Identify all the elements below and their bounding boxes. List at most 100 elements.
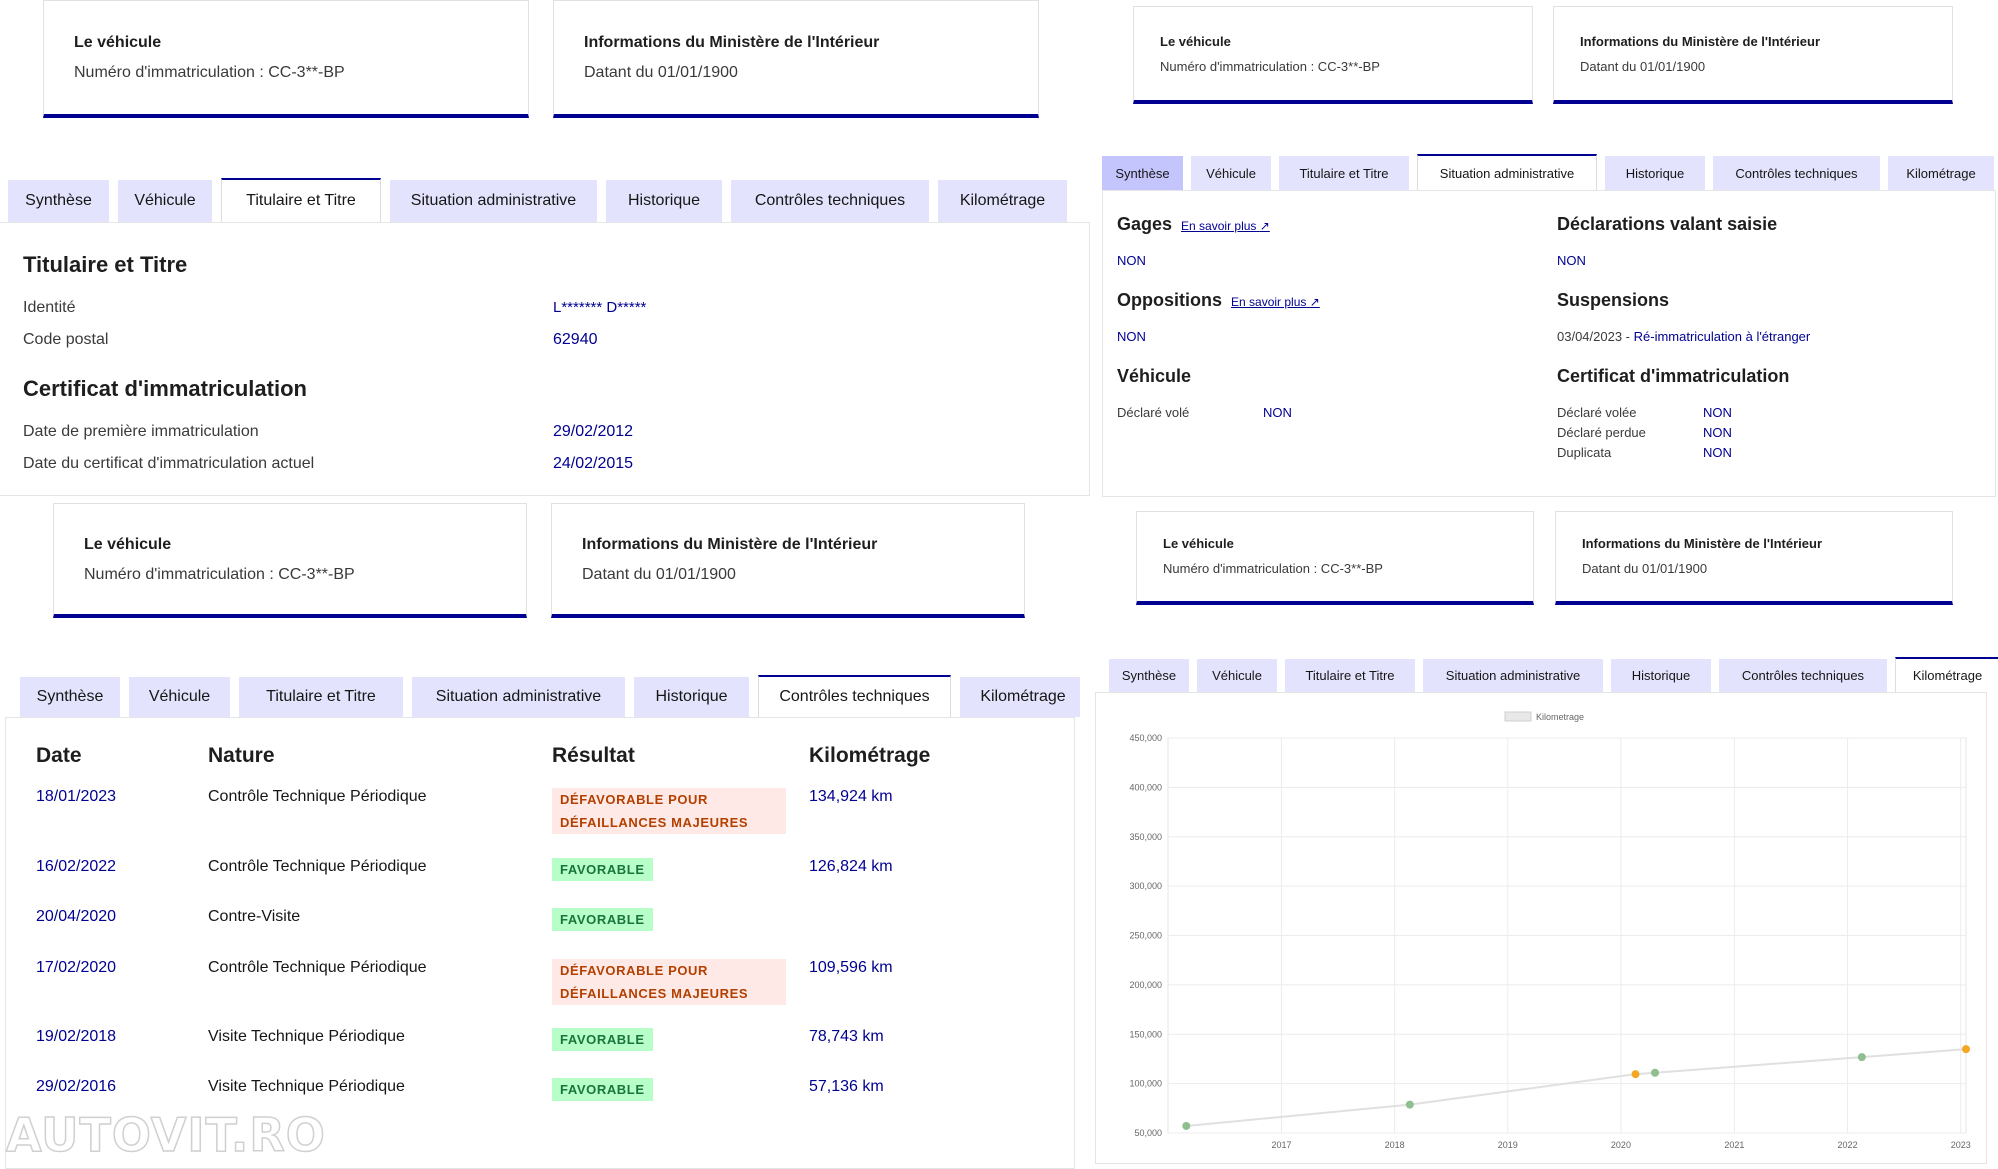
link-label: En savoir plus xyxy=(1181,219,1257,233)
panel-situation: Le véhicule Numéro d'immatriculation : C… xyxy=(1102,0,1998,497)
mileage-chart: 50,000 100,000 150,000 200,000 250,000 300,00… xyxy=(1129,711,1971,1150)
identity-label: Identité xyxy=(23,299,76,316)
row-date: 17/02/2020 xyxy=(36,959,117,976)
duplicate-value: NON xyxy=(1703,445,1732,460)
card-title: Informations du Ministère de l'Intérieur xyxy=(1582,536,1823,551)
first-reg-label: Date de première immatriculation xyxy=(23,423,259,440)
oppositions-link[interactable]: En savoir plus ↗ xyxy=(1231,295,1320,309)
tab-controles[interactable]: Contrôles techniques xyxy=(758,675,951,717)
cert-date-label: Date du certificat d'immatriculation act… xyxy=(23,455,315,472)
gages-link[interactable]: En savoir plus ↗ xyxy=(1181,219,1270,233)
tab-vehicule[interactable]: Véhicule xyxy=(129,677,230,717)
legend-label: Kilometrage xyxy=(1536,712,1584,722)
data-point xyxy=(1962,1045,1970,1054)
y-tick-label: 100,000 xyxy=(1129,1079,1162,1089)
postal-label: Code postal xyxy=(23,331,109,348)
series-line xyxy=(1186,1048,1967,1127)
suspensions-heading: Suspensions xyxy=(1557,290,1670,310)
titulaire-content: Titulaire et Titre Identité L******* D**… xyxy=(0,222,1090,496)
tab-vehicule[interactable]: Véhicule xyxy=(1191,156,1271,190)
header-date: Date xyxy=(36,744,82,767)
y-tick-label: 150,000 xyxy=(1129,1029,1162,1039)
status-badge: FAVORABLE xyxy=(552,1028,653,1051)
tab-vehicule[interactable]: Véhicule xyxy=(118,180,212,222)
situation-content: Gages En savoir plus ↗ NON Déclarations … xyxy=(1102,190,1996,497)
tab-controles[interactable]: Contrôles techniques xyxy=(1713,156,1880,190)
vehicle-card: Le véhicule Numéro d'immatriculation : C… xyxy=(1136,511,1534,605)
tab-synthese[interactable]: Synthèse xyxy=(8,180,109,222)
cert-lost-value: NON xyxy=(1703,425,1732,440)
tab-kilometrage[interactable]: Kilométrage xyxy=(1888,156,1994,190)
oppositions-value: NON xyxy=(1117,329,1146,344)
watermark-logo: AUTOVIT.RO xyxy=(5,1107,326,1163)
row-nature: Visite Technique Périodique xyxy=(208,1078,405,1095)
card-title: Informations du Ministère de l'Intérieur xyxy=(1580,34,1821,49)
x-tick-label: 2023 xyxy=(1951,1140,1971,1150)
tab-kilometrage[interactable]: Kilométrage xyxy=(1895,657,1998,692)
tab-titulaire[interactable]: Titulaire et Titre xyxy=(1279,156,1409,190)
y-tick-label: 400,000 xyxy=(1129,782,1162,792)
tab-situation[interactable]: Situation administrative xyxy=(412,677,625,717)
x-tick-label: 2020 xyxy=(1611,1140,1631,1150)
cert-date-value: 24/02/2015 xyxy=(553,455,634,472)
tab-historique[interactable]: Historique xyxy=(1605,156,1705,190)
tab-bar: Synthèse Véhicule Titulaire et Titre Sit… xyxy=(1109,657,1998,692)
card-title: Le véhicule xyxy=(84,536,172,553)
tab-historique[interactable]: Historique xyxy=(634,677,749,717)
tab-kilometrage[interactable]: Kilométrage xyxy=(960,677,1080,717)
row-nature: Contrôle Technique Périodique xyxy=(208,788,427,805)
row-date: 18/01/2023 xyxy=(36,788,117,805)
ministry-date: Datant du 01/01/1900 xyxy=(1582,561,1708,576)
stolen-value: NON xyxy=(1263,405,1292,420)
y-tick-label: 200,000 xyxy=(1129,980,1162,990)
tab-historique[interactable]: Historique xyxy=(1611,659,1711,692)
external-link-icon: ↗ xyxy=(1309,295,1320,309)
ministry-card: Informations du Ministère de l'Intérieur… xyxy=(551,503,1025,618)
row-date: 29/02/2016 xyxy=(36,1078,117,1095)
status-badge: FAVORABLE xyxy=(552,1078,653,1101)
tab-titulaire[interactable]: Titulaire et Titre xyxy=(239,677,403,717)
declarations-heading: Déclarations valant saisie xyxy=(1557,214,1778,234)
tab-bar: Synthèse Véhicule Titulaire et Titre Sit… xyxy=(8,178,1067,222)
plate-number: Numéro d'immatriculation : CC-3**-BP xyxy=(84,566,355,583)
card-title: Le véhicule xyxy=(1160,34,1231,49)
card-title: Le véhicule xyxy=(1163,536,1234,551)
plate-number: Numéro d'immatriculation : CC-3**-BP xyxy=(1163,561,1383,576)
tab-situation[interactable]: Situation administrative xyxy=(1417,154,1597,190)
row-nature: Contrôle Technique Périodique xyxy=(208,858,427,875)
tab-bar: Synthèse Véhicule Titulaire et Titre Sit… xyxy=(1102,154,1994,190)
oppositions-title: Oppositions xyxy=(1117,290,1222,310)
status-badge: FAVORABLE xyxy=(552,908,653,931)
vehicle-heading: Véhicule xyxy=(1117,366,1192,386)
tab-situation[interactable]: Situation administrative xyxy=(1423,659,1603,692)
tab-controles[interactable]: Contrôles techniques xyxy=(731,180,929,222)
external-link-icon: ↗ xyxy=(1259,219,1270,233)
section-heading: Titulaire et Titre xyxy=(23,252,188,277)
row-date: 19/02/2018 xyxy=(36,1028,117,1045)
tab-synthese[interactable]: Synthèse xyxy=(20,677,120,717)
status-badge: FAVORABLE xyxy=(552,858,653,881)
tab-kilometrage[interactable]: Kilométrage xyxy=(938,180,1067,222)
y-tick-label: 350,000 xyxy=(1129,832,1162,842)
tab-titulaire[interactable]: Titulaire et Titre xyxy=(221,178,381,222)
tab-vehicule[interactable]: Véhicule xyxy=(1197,659,1277,692)
tab-synthese[interactable]: Synthèse xyxy=(1109,659,1189,692)
cert-lost-label: Déclaré perdue xyxy=(1557,425,1646,440)
row-date: 20/04/2020 xyxy=(36,908,117,925)
ministry-date: Datant du 01/01/1900 xyxy=(584,64,738,81)
tab-historique[interactable]: Historique xyxy=(606,180,722,222)
controles-content: Date Nature Résultat Kilométrage 18/01/2… xyxy=(5,717,1075,1169)
header-kilometrage: Kilométrage xyxy=(809,744,931,767)
tab-controles[interactable]: Contrôles techniques xyxy=(1719,659,1887,692)
ministry-date: Datant du 01/01/1900 xyxy=(582,566,736,583)
row-kilometrage: 134,924 km xyxy=(809,788,893,805)
link-label: En savoir plus xyxy=(1231,295,1307,309)
card-title: Informations du Ministère de l'Intérieur xyxy=(582,536,878,553)
vehicle-card: Le véhicule Numéro d'immatriculation : C… xyxy=(53,503,527,618)
x-tick-label: 2021 xyxy=(1724,1140,1744,1150)
tab-situation[interactable]: Situation administrative xyxy=(390,180,597,222)
gages-heading: Gages En savoir plus ↗ xyxy=(1117,214,1270,235)
tab-synthese[interactable]: Synthèse xyxy=(1102,156,1183,190)
header-nature: Nature xyxy=(208,744,275,767)
tab-titulaire[interactable]: Titulaire et Titre xyxy=(1285,659,1415,692)
